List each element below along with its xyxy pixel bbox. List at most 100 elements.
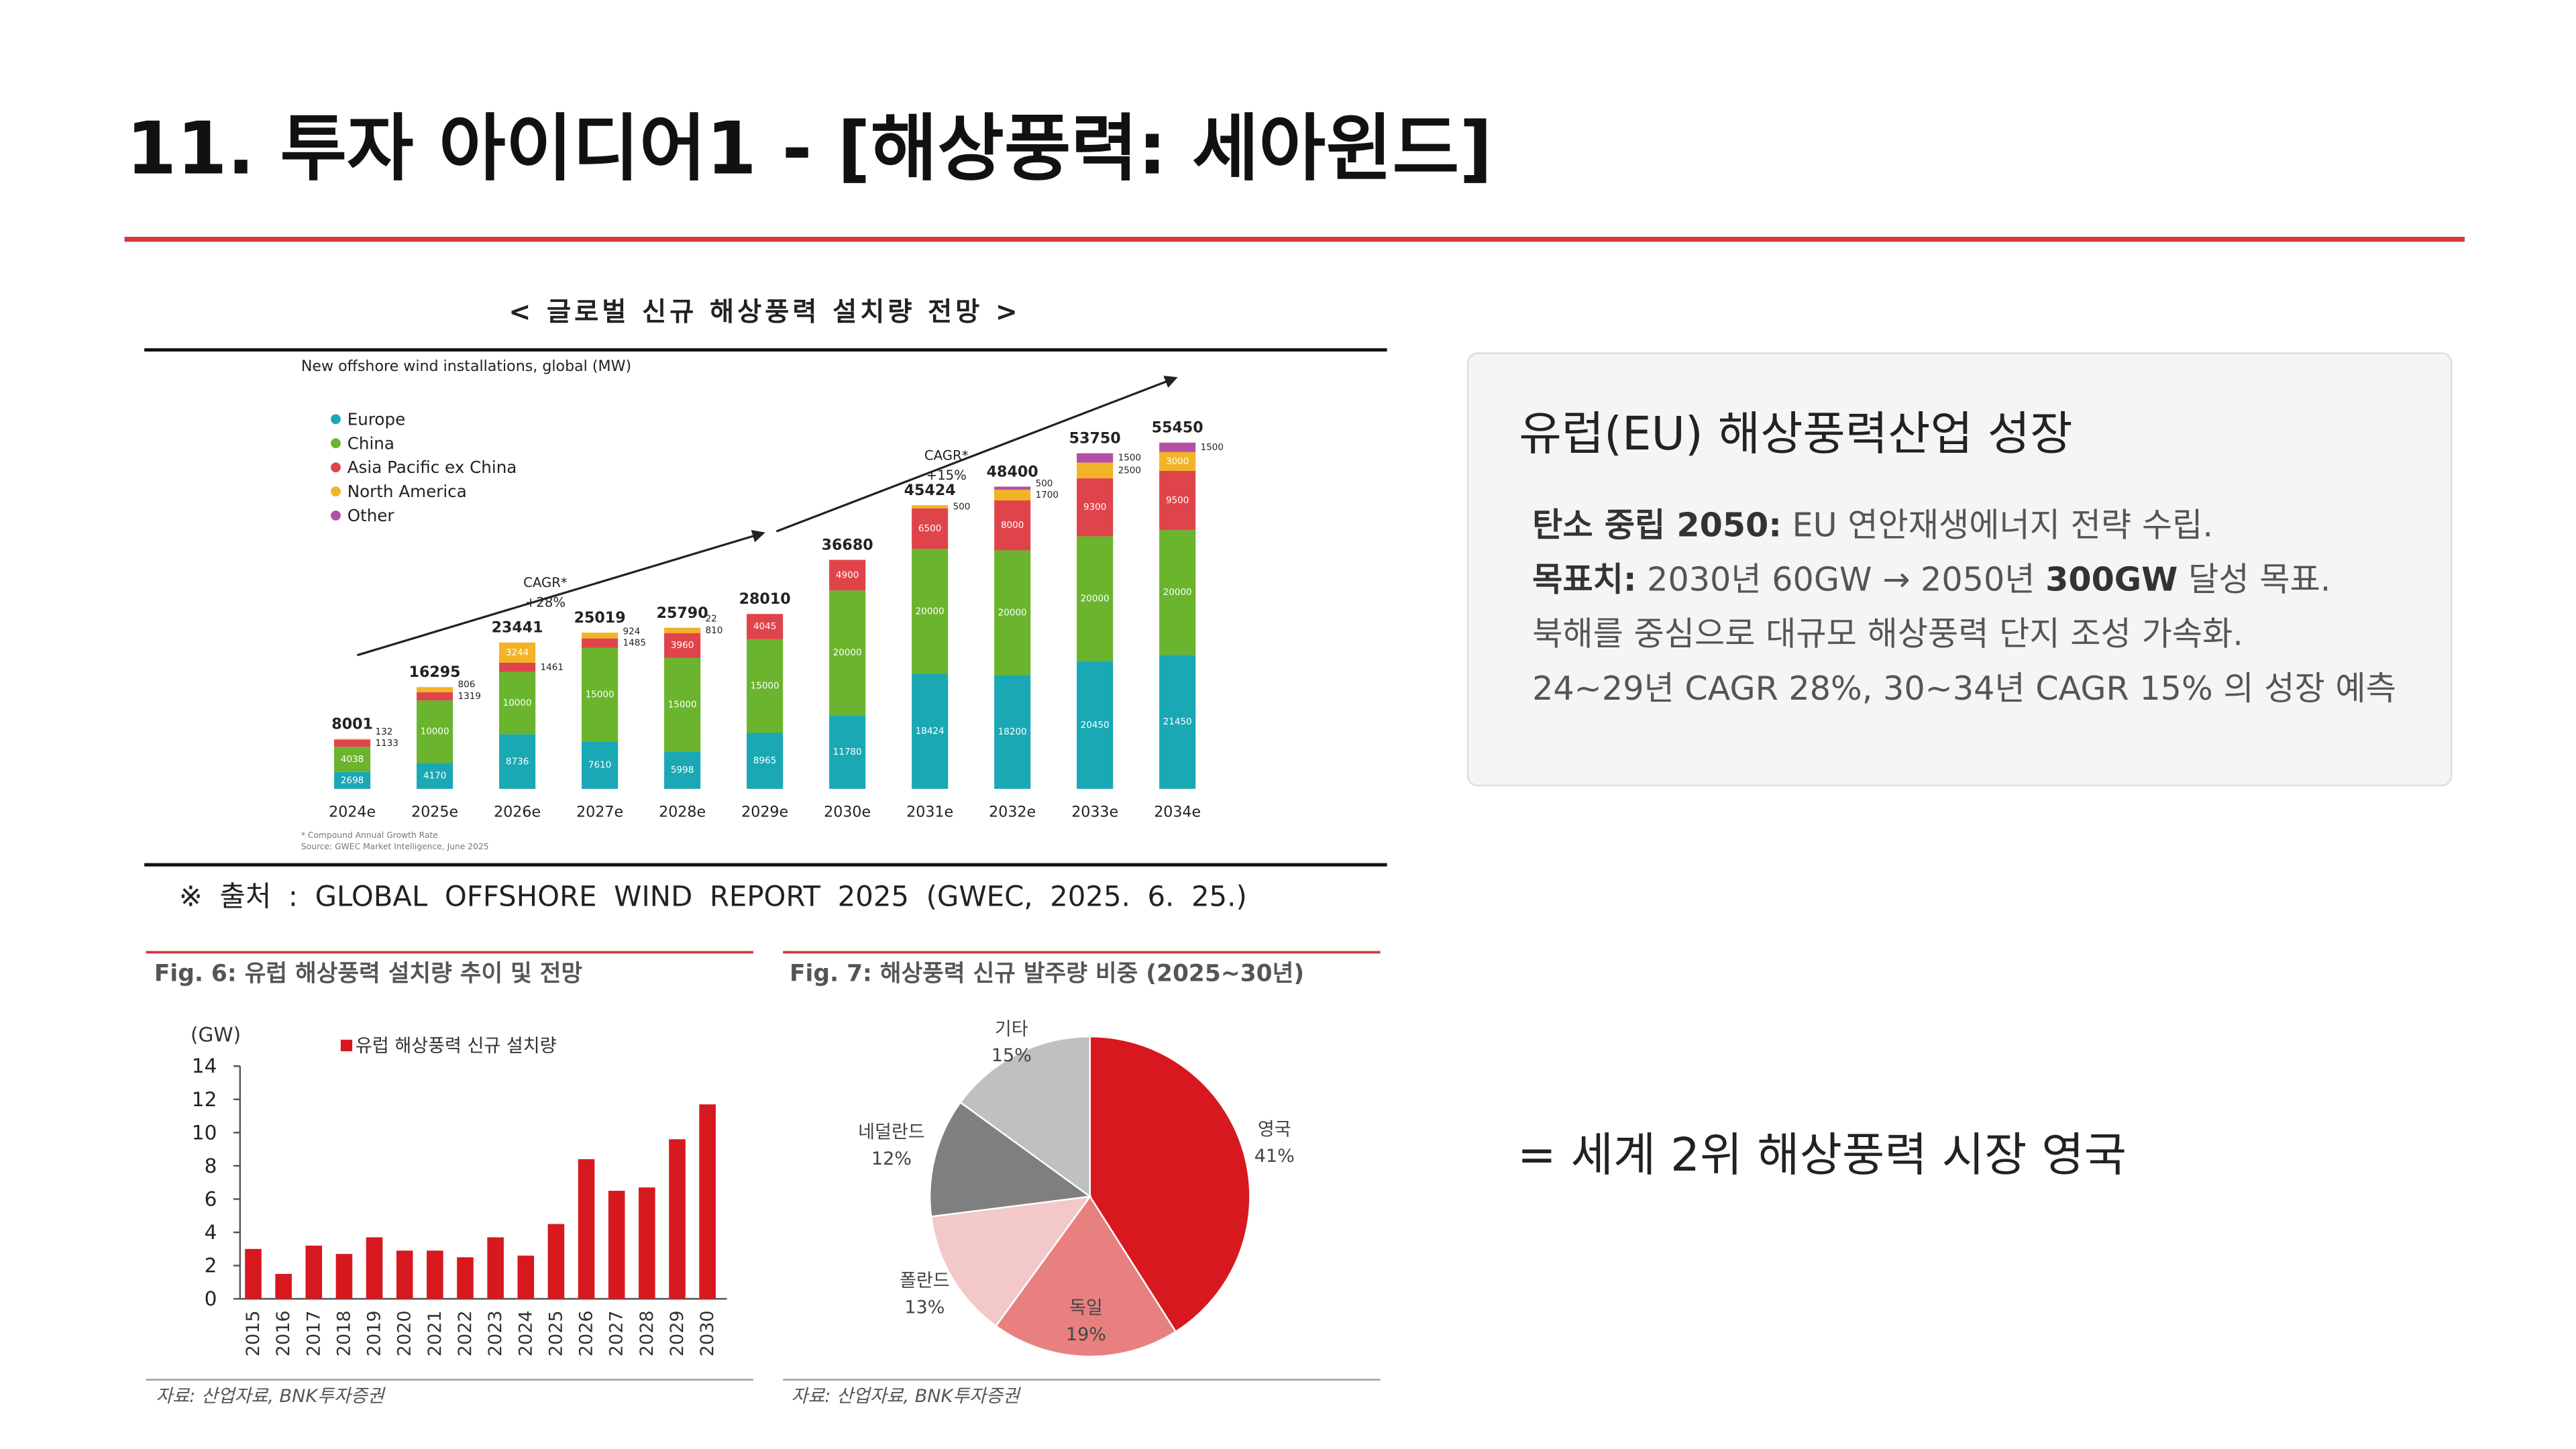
bar-segment (1159, 442, 1196, 452)
slice-label: 네덜란드 (858, 1122, 925, 1142)
segment-label: 810 (706, 625, 723, 636)
x-tick-label: 2027 (606, 1310, 627, 1356)
x-tick-label: 2030e (824, 803, 871, 820)
legend-marker (331, 462, 341, 473)
bar-segment (664, 633, 701, 658)
panel-title: 유럽(EU) 해상풍력산업 성장 (1519, 407, 2072, 461)
segment-label: 18424 (916, 726, 945, 737)
bar (578, 1159, 595, 1299)
bar-segment (417, 687, 453, 692)
text: 달성 목표. (2178, 560, 2330, 599)
bar-segment (1077, 661, 1114, 789)
x-tick-label: 2034e (1154, 803, 1201, 820)
pie-slice (959, 1035, 1091, 1199)
slice-value: 41% (1254, 1146, 1295, 1167)
note: = 세계 2위 해상풍력 시장 영국 (1517, 1128, 2127, 1182)
segment-label: 9300 (1083, 502, 1106, 513)
pie-slice (1089, 1035, 1251, 1333)
segment-label: 2500 (1118, 465, 1141, 476)
segment-label: 20450 (1081, 720, 1110, 731)
bold-text: 300GW (2045, 560, 2178, 599)
x-tick-label: 2029 (667, 1310, 688, 1356)
segment-label: 500 (953, 501, 971, 512)
segment-label: 21450 (1163, 716, 1192, 727)
annotation: +15% (926, 468, 967, 483)
x-tick-label: 2028 (637, 1310, 657, 1356)
bar-segment (664, 628, 701, 633)
segment-label: 2698 (341, 775, 364, 786)
total-label: 25019 (574, 609, 626, 627)
y-tick-label: 14 (192, 1055, 217, 1077)
slice-value: 13% (904, 1297, 945, 1318)
segment-label: 15000 (751, 681, 780, 692)
bar-segment (417, 700, 453, 763)
pie-slice (930, 1195, 1092, 1328)
x-tick-label: 2026 (576, 1310, 597, 1356)
bar-segment (417, 763, 453, 789)
segment-label: 4170 (423, 771, 446, 782)
source: 자료: 산업자료, BNK투자증권 (156, 1386, 386, 1407)
bar-segment (664, 657, 701, 752)
bar-segment (582, 633, 619, 639)
bar-segment (912, 505, 949, 508)
slice-label: 영국 (1258, 1120, 1291, 1140)
legend-label: Other (347, 506, 395, 525)
slice-label: 기타 (995, 1019, 1028, 1040)
segment-label: 6500 (918, 523, 941, 534)
segment-label: 20000 (833, 647, 862, 658)
total-label: 28010 (739, 590, 791, 608)
segment-label: 806 (458, 680, 476, 690)
segment-label: 8736 (506, 756, 529, 767)
y-tick-label: 12 (192, 1088, 217, 1111)
legend-marker (331, 511, 341, 521)
bar (427, 1250, 443, 1299)
segment-label: 15000 (586, 689, 614, 700)
bar (608, 1191, 625, 1299)
bar-segment (747, 614, 784, 639)
segment-label: 3000 (1166, 456, 1189, 467)
bar-segment (829, 559, 866, 591)
bar-segment (1159, 530, 1196, 655)
text: 2030년 60GW → 2050년 (1637, 560, 2046, 599)
segment-label: 924 (623, 626, 641, 637)
x-tick-label: 2017 (303, 1310, 324, 1356)
segment-label: 11780 (833, 747, 862, 757)
total-label: 53750 (1069, 430, 1121, 447)
segment-label: 4038 (341, 754, 364, 765)
x-tick-label: 2026e (494, 803, 541, 820)
slide-title: 11. 투자 아이디어1 - [해상풍력: 세아윈드] (126, 106, 1493, 191)
bar-segment (499, 672, 536, 735)
bar-segment (1077, 536, 1114, 661)
bar-segment (747, 639, 784, 733)
bar-segment (334, 771, 371, 789)
bar-segment (1077, 462, 1114, 478)
segment-label: 1700 (1036, 490, 1059, 500)
bar-segment (1159, 470, 1196, 531)
x-tick-label: 2022 (455, 1310, 476, 1356)
total-label: 45424 (904, 482, 956, 499)
bar-segment (912, 508, 949, 549)
segment-label: 1461 (541, 662, 564, 673)
footnote: * Compound Annual Growth Rate (301, 830, 438, 840)
y-tick-label: 2 (205, 1254, 217, 1277)
bar (487, 1237, 504, 1299)
bar-segment (582, 647, 619, 742)
legend-marker (331, 438, 341, 449)
segment-label: 9500 (1166, 495, 1189, 506)
segment-label: 3960 (671, 640, 694, 651)
segment-label: 4045 (753, 621, 776, 632)
bar-segment (994, 675, 1031, 789)
bar (396, 1250, 413, 1299)
segment-label: 1485 (623, 638, 646, 649)
x-tick-label: 2028e (659, 803, 706, 820)
segment-label: 1319 (458, 691, 481, 702)
segment-label: 1500 (1118, 453, 1141, 464)
y-tick-label: 4 (205, 1221, 217, 1244)
bar (305, 1245, 323, 1299)
bar (457, 1257, 474, 1299)
x-tick-label: 2025 (545, 1310, 566, 1356)
y-tick-label: 6 (205, 1187, 217, 1210)
source: 자료: 산업자료, BNK투자증권 (791, 1386, 1021, 1407)
x-tick-label: 2030 (697, 1310, 718, 1356)
